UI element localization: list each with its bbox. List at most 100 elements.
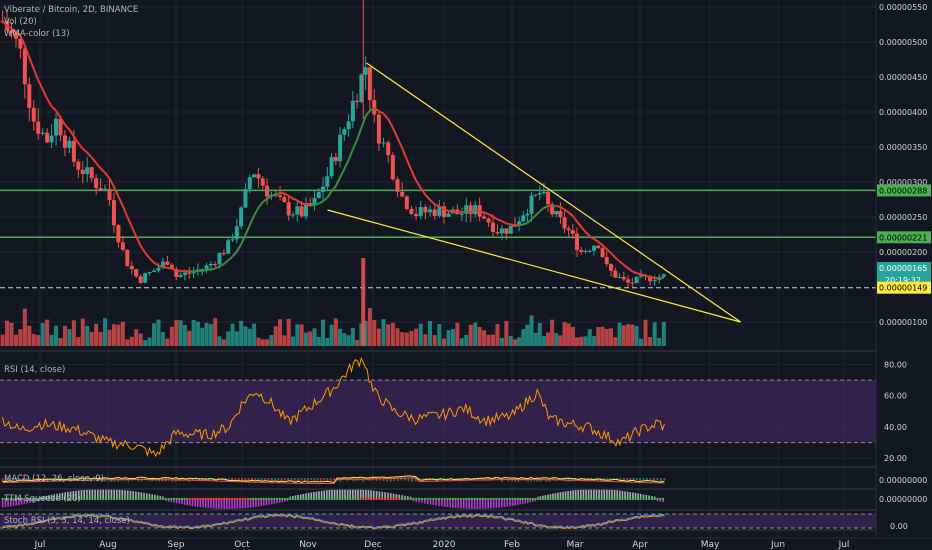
ttm-dot [639, 497, 642, 501]
candle-body [147, 272, 152, 274]
ttm-dot [159, 497, 162, 501]
rsi-indicator-label[interactable]: RSI (14, close) [4, 365, 65, 375]
volume-bar [31, 333, 36, 346]
ttm-dot [77, 497, 80, 501]
candle-body [600, 248, 605, 258]
ttm-dot [569, 497, 572, 501]
ttm-dot [112, 497, 116, 501]
macd-histogram-bar [79, 478, 82, 481]
ttm-bar [552, 493, 554, 499]
volume-bar [247, 328, 252, 346]
macd-histogram-bar [393, 478, 396, 481]
candle-body [286, 202, 291, 216]
wma-segment [288, 195, 294, 200]
wma-segment [627, 267, 633, 273]
volume-bar [574, 337, 579, 346]
ttm-bar [173, 499, 175, 503]
candle-body [160, 261, 165, 268]
wma-indicator-label[interactable]: WMA-color (13) [4, 29, 70, 39]
volume-bar [657, 337, 662, 346]
ttm-dot [579, 497, 583, 501]
wma-segment [382, 113, 389, 120]
ttm-bar [326, 490, 328, 499]
ttm-dot [437, 497, 441, 501]
volume-bar [165, 338, 170, 346]
wma-segment [253, 207, 260, 217]
support-levels[interactable] [0, 189, 876, 289]
wma-segment [475, 209, 480, 213]
volume-bar [303, 332, 308, 346]
ttm-bar [435, 499, 437, 506]
ttm-dot [283, 497, 287, 501]
macd-histogram-bar [320, 478, 322, 482]
ttm-bar [239, 499, 241, 509]
ttm-dot [58, 497, 61, 501]
wma-segment [104, 172, 111, 179]
pane-dividers[interactable] [0, 350, 932, 531]
ttm-dot [104, 497, 108, 501]
wma-segment [37, 79, 44, 90]
ttm-dot [398, 497, 401, 501]
ttm-bar [231, 499, 233, 509]
volume-bar [482, 330, 487, 346]
candle-body [295, 206, 300, 215]
macd-indicator-label[interactable]: MACD (12, 26, close, 9) [4, 474, 104, 484]
candle-body [120, 242, 125, 250]
ttm-bar [80, 490, 83, 499]
wma-segment [219, 263, 225, 268]
candle-body [62, 135, 67, 148]
wma-segment [158, 264, 164, 268]
wma-segment [167, 266, 173, 270]
candle-body [239, 207, 244, 227]
wma-segment [360, 115, 367, 129]
wma-segment [543, 205, 549, 209]
macd-histogram-bar [463, 478, 466, 482]
wma-segment [601, 244, 608, 250]
wma-segment [483, 211, 489, 215]
macd-histogram-bar [551, 478, 554, 481]
macd-histogram-bar [407, 478, 410, 482]
volume-bar [626, 324, 631, 346]
macd-histogram-bar [339, 478, 342, 482]
volume-bar [103, 318, 108, 346]
wedge-trendlines[interactable] [327, 62, 741, 323]
macd-histogram-bar [622, 478, 625, 481]
ttm-bar [352, 489, 354, 499]
candle-body [537, 193, 542, 195]
volume-bar [134, 329, 139, 346]
ttm-bar [244, 499, 247, 509]
wma-segment [283, 192, 290, 197]
volume-bar [546, 332, 551, 346]
ttm-bar [370, 490, 372, 499]
wma-segment [343, 159, 350, 170]
ttm-dot [278, 497, 281, 501]
wma-segment [266, 195, 272, 200]
ttm-dot [126, 497, 129, 501]
wma-segment [257, 201, 264, 209]
ttm-bar [233, 499, 236, 509]
symbol-title[interactable]: Viberate / Bitcoin, 2D, BINANCE [4, 5, 138, 15]
ttm-bar [252, 499, 255, 508]
wma-segment [64, 124, 71, 131]
ttm-dot [291, 497, 295, 501]
ttm-indicator-label[interactable]: TTM Squeeze (20) [3, 494, 81, 504]
ttm-dot [346, 497, 349, 501]
ttm-dot [270, 497, 273, 501]
volume-indicator-label[interactable]: Vol (20) [4, 17, 37, 27]
ttm-dot [222, 497, 226, 501]
candle-body [152, 270, 157, 273]
stoch-indicator-label[interactable]: Stoch RSI (3, 3, 14, 14, close) [4, 516, 130, 526]
ttm-bar [651, 496, 653, 499]
macd-histogram-bar [287, 478, 290, 481]
macd-histogram-bar [626, 478, 628, 481]
volume-bar [125, 339, 130, 346]
ttm-dot [1, 497, 4, 501]
ttm-bar [501, 499, 503, 508]
candle-body [27, 84, 32, 108]
x-tick-label: Mar [567, 540, 584, 550]
rsi-tick-label: 40.00 [884, 423, 907, 432]
wma-segment [387, 118, 394, 129]
wma-segment [649, 276, 655, 280]
wma-segment [559, 206, 566, 211]
